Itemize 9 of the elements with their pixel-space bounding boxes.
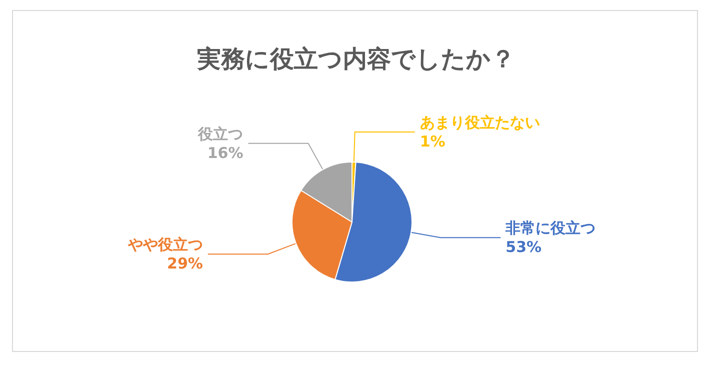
data-label: 16%	[207, 144, 244, 162]
data-label: 29%	[167, 254, 203, 273]
slice-label: やや役立つ	[126, 236, 203, 254]
chart-title: 実務に役立つ内容でしたか？	[196, 45, 515, 73]
data-label: 53%	[506, 238, 542, 256]
data-label: 1%	[420, 132, 446, 151]
slice-label: あまり役立たない	[420, 114, 540, 132]
slice-label: 非常に役立つ	[504, 219, 596, 238]
slice-label: 役立つ	[197, 124, 244, 143]
